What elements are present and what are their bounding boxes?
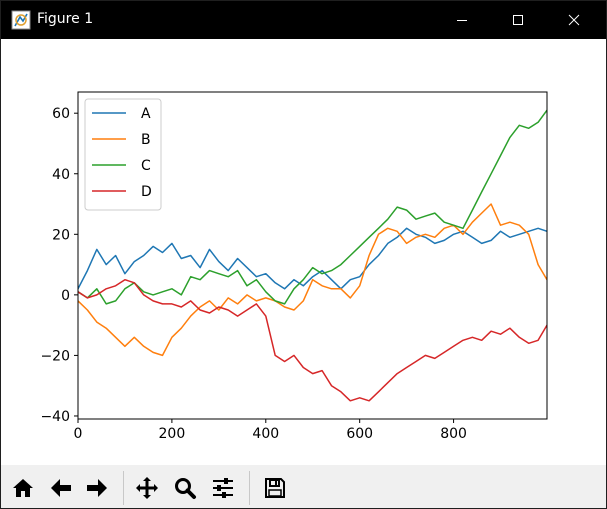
pan-icon bbox=[136, 477, 158, 499]
forward-arrow-icon bbox=[87, 479, 107, 497]
toolbar-separator bbox=[249, 471, 250, 505]
series-line-c bbox=[78, 109, 547, 305]
y-tick-label: 40 bbox=[52, 167, 70, 183]
series-line-d bbox=[78, 278, 547, 402]
y-tick-label: −20 bbox=[40, 348, 70, 364]
pan-button[interactable] bbox=[131, 472, 163, 504]
y-tick-label: 0 bbox=[61, 288, 70, 304]
toolbar-separator bbox=[123, 471, 124, 505]
maximize-button[interactable] bbox=[495, 1, 541, 39]
home-button[interactable] bbox=[7, 472, 39, 504]
legend-frame bbox=[84, 98, 162, 211]
zoom-icon bbox=[175, 478, 196, 499]
x-tick-label: 400 bbox=[252, 426, 279, 442]
window-title: Figure 1 bbox=[37, 11, 94, 27]
matplotlib-figure-icon bbox=[11, 10, 31, 30]
legend-label-a: A bbox=[141, 106, 151, 122]
series-line-b bbox=[78, 203, 547, 357]
x-tick-label: 800 bbox=[440, 426, 467, 442]
series-lines bbox=[78, 109, 547, 402]
y-tick-label: −40 bbox=[40, 409, 70, 425]
configure-subplots-icon bbox=[213, 478, 233, 498]
legend-label-d: D bbox=[141, 184, 152, 200]
x-tick-label: 600 bbox=[346, 426, 373, 442]
home-icon bbox=[13, 479, 33, 497]
save-icon bbox=[265, 478, 285, 498]
title-bar[interactable]: Figure 1 bbox=[1, 1, 606, 39]
axes-frame bbox=[77, 91, 548, 420]
minimize-icon bbox=[457, 20, 467, 21]
figure-canvas[interactable]: 0 200 400 600 800 −40 −20 0 20 40 60 A B C D bbox=[1, 39, 606, 465]
x-tick-label: 200 bbox=[159, 426, 186, 442]
maximize-icon bbox=[513, 15, 523, 25]
navigation-toolbar bbox=[1, 465, 606, 508]
x-tick-label: 0 bbox=[74, 426, 83, 442]
back-button[interactable] bbox=[45, 472, 77, 504]
legend-label-b: B bbox=[141, 132, 151, 148]
configure-subplots-button[interactable] bbox=[207, 472, 239, 504]
y-tick-label: 60 bbox=[52, 106, 70, 122]
forward-button[interactable] bbox=[81, 472, 113, 504]
save-button[interactable] bbox=[259, 472, 291, 504]
close-button[interactable] bbox=[551, 1, 597, 39]
series-line-a bbox=[78, 227, 547, 290]
y-tick-label: 20 bbox=[52, 227, 70, 243]
minimize-button[interactable] bbox=[439, 1, 485, 39]
back-arrow-icon bbox=[51, 479, 71, 497]
legend-label-c: C bbox=[141, 158, 151, 174]
zoom-button[interactable] bbox=[169, 472, 201, 504]
close-icon bbox=[568, 14, 580, 26]
